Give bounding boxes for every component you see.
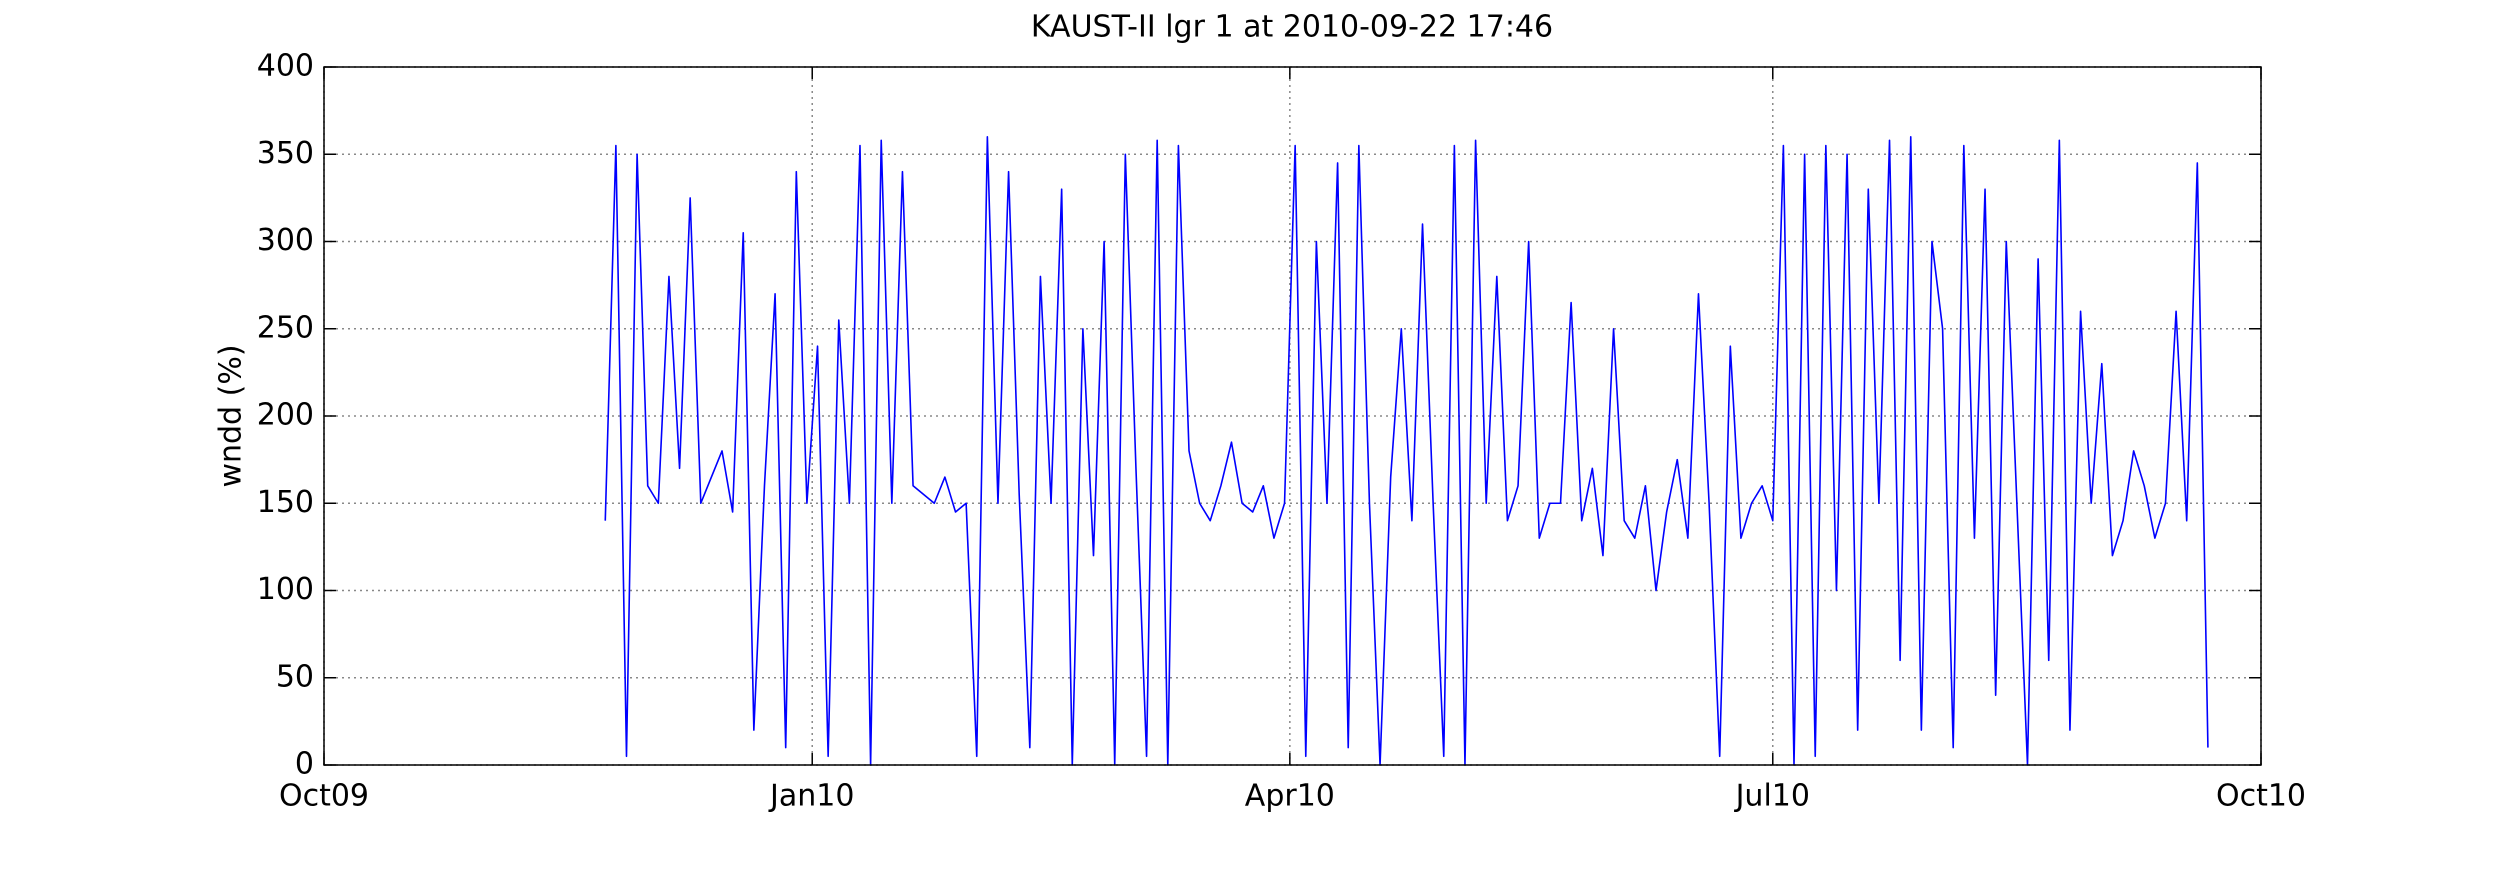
chart-title: KAUST-II lgr 1 at 2010-09-22 17:46 — [1031, 10, 1553, 45]
y-tick-label: 200 — [257, 398, 314, 433]
y-tick-label: 350 — [257, 136, 314, 171]
y-axis-label: wndd (%) — [214, 344, 249, 487]
y-tick-label: 100 — [257, 572, 314, 607]
y-tick-label: 150 — [257, 485, 314, 520]
x-tick-label: Jul10 — [1734, 779, 1810, 814]
data-line — [604, 136, 2209, 766]
y-tick-label: 400 — [257, 49, 314, 84]
plot-frame — [323, 66, 2262, 766]
x-tick-label: Oct09 — [279, 779, 369, 814]
x-tick-label: Apr10 — [1245, 779, 1335, 814]
x-tick-label: Jan10 — [768, 779, 854, 814]
y-tick-label: 250 — [257, 310, 314, 345]
y-tick-label: 0 — [295, 747, 314, 782]
y-tick-label: 50 — [276, 659, 314, 694]
x-tick-label: Oct10 — [2216, 779, 2306, 814]
y-tick-label: 300 — [257, 223, 314, 258]
